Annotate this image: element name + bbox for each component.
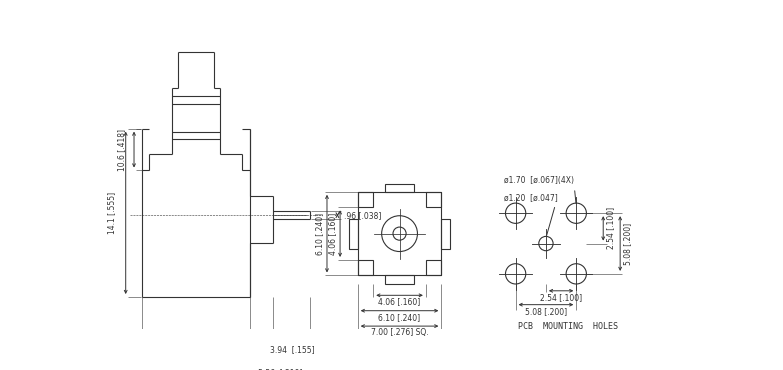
Text: 4.06 [.160]: 4.06 [.160] — [328, 212, 337, 255]
Text: 14.1 [.555]: 14.1 [.555] — [107, 192, 117, 235]
Text: 5.08 [.200]: 5.08 [.200] — [525, 307, 567, 316]
Text: 3.94  [.155]: 3.94 [.155] — [269, 346, 314, 354]
Text: PCB  MOUNTING  HOLES: PCB MOUNTING HOLES — [518, 322, 618, 331]
Text: 2.54 [.100]: 2.54 [.100] — [540, 293, 583, 302]
Bar — [358, 192, 373, 207]
Text: 10.6 [.418]: 10.6 [.418] — [117, 128, 126, 171]
Text: ø1.70  [ø.067](4X): ø1.70 [ø.067](4X) — [503, 176, 576, 204]
Text: 5.56  [.219]: 5.56 [.219] — [258, 369, 302, 370]
Text: 7.00 [.276] SQ.: 7.00 [.276] SQ. — [370, 329, 428, 337]
Bar — [426, 192, 442, 207]
Text: 6.10 [.240]: 6.10 [.240] — [378, 313, 420, 322]
Bar — [384, 184, 414, 192]
Text: 5.08 [.200]: 5.08 [.200] — [623, 222, 632, 265]
Text: .96 [.038]: .96 [.038] — [344, 211, 381, 220]
Bar — [426, 260, 442, 275]
Bar — [358, 260, 373, 275]
Text: ø1.20  [ø.047]: ø1.20 [ø.047] — [503, 193, 557, 235]
Text: 2.54 [.100]: 2.54 [.100] — [606, 207, 615, 249]
Bar — [358, 192, 442, 275]
Bar — [349, 219, 358, 249]
Bar — [442, 219, 449, 249]
Text: 6.10 [.240]: 6.10 [.240] — [315, 212, 324, 255]
Text: 4.06 [.160]: 4.06 [.160] — [378, 297, 420, 307]
Bar — [384, 275, 414, 284]
